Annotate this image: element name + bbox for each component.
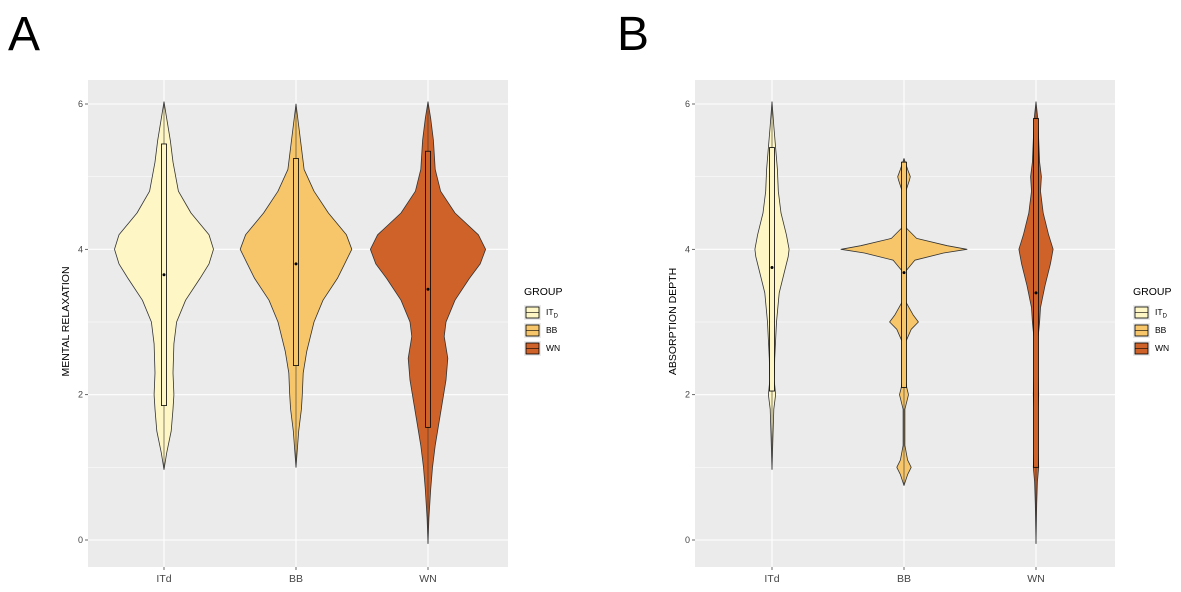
box-iqr [293,158,299,367]
legend-label: ITD [1155,307,1168,320]
legend-label: BB [1155,325,1167,335]
legend-label: WN [1155,343,1169,353]
y-tick-label: 0 [685,535,690,545]
median-point [294,262,298,266]
legend-label: BB [546,325,558,335]
y-tick-label: 0 [78,535,83,545]
median-point [1034,291,1038,295]
box-iqr [769,147,775,392]
y-tick-label: 2 [685,390,690,400]
median-point [770,266,774,269]
median-point [902,271,906,275]
y-tick-label: 6 [78,99,83,109]
panel-b: B 0 2 4 6 ITd BB WN ABSORPTION DEPTH GROUP ITD BB W… [617,8,1172,585]
x-tick-label: BB [289,573,303,585]
panel-a-label: A [8,8,40,61]
legend-label: ITD [546,307,559,320]
median-point [426,287,430,291]
y-tick-label: 4 [685,244,690,254]
x-tick-label: ITd [764,573,779,585]
y-axis-title: MENTAL RELAXATION [60,266,72,376]
x-tick-label: WN [419,573,437,585]
x-tick-label: ITd [156,573,171,585]
y-tick-label: 4 [78,244,83,254]
x-tick-label: BB [897,573,911,585]
legend-title: GROUP [524,286,563,298]
panel-b-label: B [617,8,649,61]
box-iqr [901,161,907,388]
median-point [162,273,166,277]
legend: GROUP ITD BB WN [524,286,563,356]
y-tick-label: 6 [685,99,690,109]
y-axis-title: ABSORPTION DEPTH [667,268,679,375]
x-tick-label: WN [1027,573,1045,585]
legend-label: WN [546,343,560,353]
legend-title: GROUP [1133,286,1172,298]
legend: GROUP ITD BB WN [1133,286,1172,356]
panel-a: A 0 2 4 6 ITd BB WN MENTAL RELAXATION GROUP ITD BB… [8,8,563,585]
y-tick-label: 2 [78,390,83,400]
